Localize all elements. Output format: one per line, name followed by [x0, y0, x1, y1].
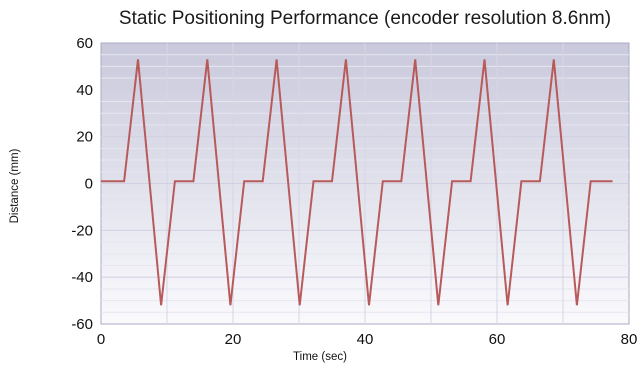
- y-tick-label: 0: [85, 176, 93, 193]
- y-axis-label: Distance (mm): [9, 148, 21, 223]
- x-axis-ticks: 0 20 40 60 80: [97, 331, 638, 348]
- distance-series-line: [101, 59, 613, 306]
- y-tick-label: 60: [76, 35, 93, 52]
- x-tick-label: 0: [97, 331, 105, 348]
- x-tick-label: 60: [489, 331, 506, 348]
- x-axis-label: Time (sec): [293, 351, 347, 363]
- chart-title: Static Positioning Performance (encoder …: [119, 8, 611, 29]
- grid-lines: [101, 43, 629, 324]
- y-tick-label: -60: [71, 316, 93, 333]
- y-tick-label: 40: [76, 82, 93, 99]
- y-tick-label: 20: [76, 129, 93, 146]
- x-tick-label: 40: [357, 331, 374, 348]
- x-tick-label: 80: [621, 331, 638, 348]
- y-tick-label: -40: [71, 269, 93, 286]
- y-axis-ticks: 60 40 20 0 -20 -40 -60: [71, 35, 93, 333]
- x-tick-label: 20: [225, 331, 242, 348]
- y-tick-label: -20: [71, 222, 93, 239]
